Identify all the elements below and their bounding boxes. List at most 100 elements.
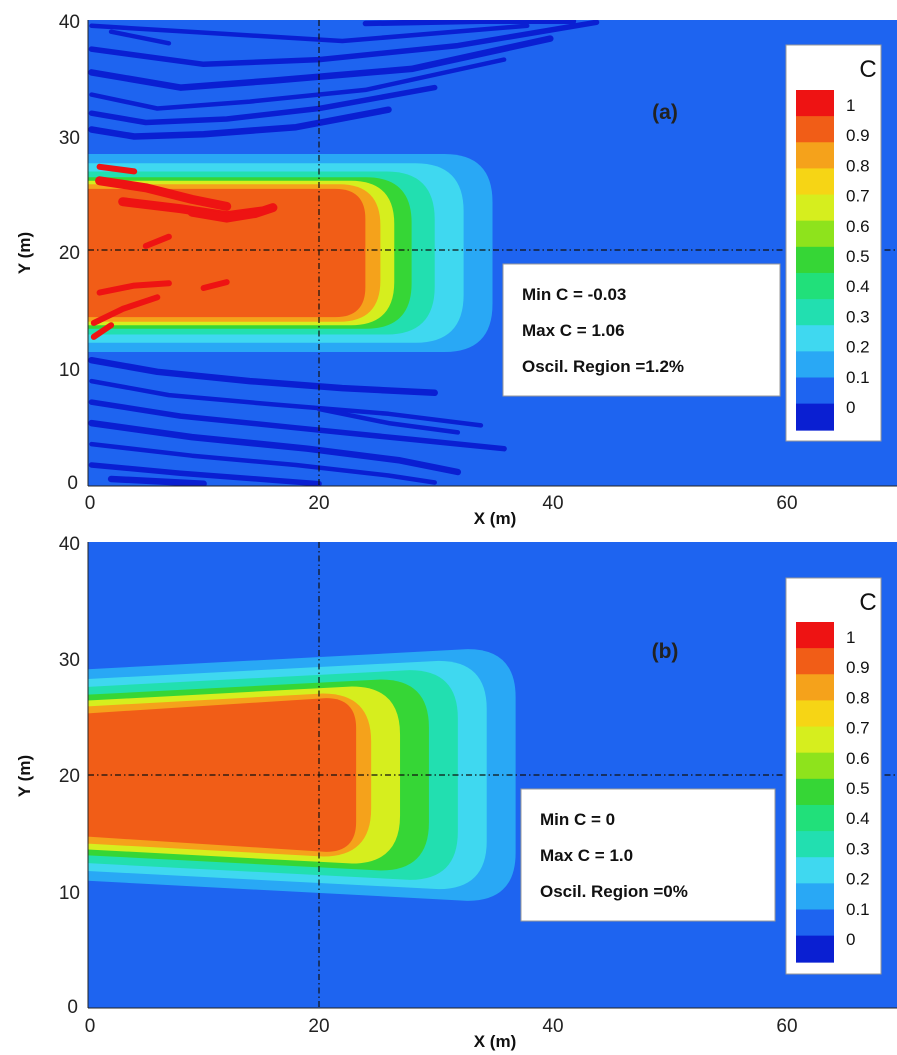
- stat-max-b: Max C = 1.0: [540, 846, 633, 865]
- colorbar-tick-label: 0.7: [846, 719, 870, 738]
- colorbar-tick-label: 0.5: [846, 779, 870, 798]
- colorbar-swatch: [796, 674, 834, 702]
- oscillation-streak: [89, 23, 530, 44]
- y-tick-label-a-30: 30: [59, 128, 80, 149]
- x-tick-label-a-40: 40: [542, 493, 563, 514]
- colorbar-swatch: [796, 272, 834, 300]
- colorbar-swatch: [796, 246, 834, 274]
- y-tick-label-a-40: 40: [59, 12, 80, 33]
- stats-box-b: Min C = 0 Max C = 1.0 Oscil. Region =0%: [520, 788, 776, 922]
- colorbar-swatch: [796, 194, 834, 222]
- max-streak: [95, 176, 232, 211]
- colorbar-tick-label: 1: [846, 628, 855, 647]
- x-tick-label-a-20: 20: [308, 493, 329, 514]
- y-tick-label-a-10: 10: [59, 360, 80, 381]
- oscillation-streak: [107, 475, 207, 486]
- colorbar-swatch: [796, 142, 834, 170]
- oscillation-streak: [316, 406, 461, 435]
- max-streak: [200, 279, 230, 291]
- colorbar-swatch: [796, 778, 834, 806]
- y-tick-label-b-20: 20: [59, 766, 80, 787]
- panel-b: 40 30 20 10 0 0 20 40 60 X (m) Y (m) (b)…: [15, 534, 897, 1051]
- stat-min-b: Min C = 0: [540, 810, 615, 829]
- colorbar-swatch: [796, 883, 834, 911]
- colorbar-tick-label: 0.5: [846, 247, 870, 266]
- max-streak: [90, 294, 161, 326]
- oscillation-streak: [88, 462, 322, 486]
- colorbar-tick-label: 1: [846, 96, 855, 115]
- colorbar-tick-label: 0.2: [846, 870, 870, 889]
- colorbar-title-b: C: [859, 589, 876, 616]
- oscillation-streak: [89, 378, 484, 428]
- colorbar-swatch: [796, 857, 834, 885]
- colorbar-tick-label: 0.1: [846, 900, 870, 919]
- colorbar-tick-label: 0.1: [846, 368, 870, 387]
- oscillation-streak: [88, 419, 462, 476]
- oscillation-streak: [88, 106, 392, 140]
- y-tick-label-a-0: 0: [67, 473, 78, 494]
- max-streak: [142, 233, 172, 249]
- y-axis-label-a: Y (m): [15, 232, 34, 274]
- colorbar-swatch: [796, 403, 834, 431]
- contour-band-1-0: [88, 698, 357, 852]
- oscillation-streak: [88, 399, 507, 452]
- x-tick-label-b-60: 60: [776, 1016, 797, 1037]
- max-streaks-a: [90, 163, 278, 340]
- x-tick-label-a-0: 0: [85, 493, 96, 514]
- colorbar-tick-label: 0.3: [846, 307, 870, 326]
- x-tick-label-b-40: 40: [542, 1016, 563, 1037]
- colorbar-title-a: C: [859, 56, 876, 83]
- colorbar-swatch: [796, 752, 834, 780]
- colorbar-swatches-b: 1 0.9 0.8 0.7 0.6 0.5 0.4 0.3 0.2 0.1 0: [796, 622, 870, 963]
- oscillation-streak: [88, 84, 438, 126]
- oscillation-streak: [362, 20, 577, 27]
- colorbar-tick-label: 0.9: [846, 126, 870, 145]
- colorbar-tick-label: 0: [846, 930, 855, 949]
- panel-label-b: (b): [652, 640, 679, 663]
- colorbar-swatch: [796, 325, 834, 353]
- colorbar-tick-label: 0.7: [846, 187, 870, 206]
- y-tick-label-b-10: 10: [59, 883, 80, 904]
- x-tick-label-a-60: 60: [776, 493, 797, 514]
- colorbar-swatch: [796, 831, 834, 859]
- colorbar-tick-label: 0.6: [846, 217, 870, 236]
- colorbar-tick-label: 0.6: [846, 749, 870, 768]
- oscillation-bands-a: [88, 20, 600, 486]
- colorbar-swatch: [796, 299, 834, 327]
- panel-label-a: (a): [652, 101, 678, 124]
- colorbar-b: C 1 0.9 0.8 0.7 0.6 0.5 0.4 0.3 0.2 0.1 0: [785, 577, 882, 975]
- oscillation-streak: [88, 356, 438, 397]
- oscillation-streak: [89, 57, 507, 111]
- colorbar-swatch: [796, 622, 834, 649]
- y-tick-label-b-40: 40: [59, 534, 80, 555]
- y-tick-label-b-30: 30: [59, 650, 80, 671]
- x-axis-label-b: X (m): [474, 1032, 517, 1051]
- y-axis-label-b: Y (m): [15, 755, 34, 797]
- colorbar-tick-label: 0.8: [846, 156, 870, 175]
- colorbar-swatch: [796, 116, 834, 144]
- panel-a: 40 30 20 10 0 0 20 40 60 X (m) Y (m) (a)…: [15, 12, 897, 528]
- x-tick-label-b-0: 0: [85, 1016, 96, 1037]
- colorbar-swatch: [796, 700, 834, 728]
- stats-box-a: Min C = -0.03 Max C = 1.06 Oscil. Region…: [502, 263, 781, 397]
- colorbar-swatch: [796, 377, 834, 405]
- max-streak: [96, 163, 138, 175]
- colorbar-tick-label: 0: [846, 398, 855, 417]
- colorbar-swatch: [796, 168, 834, 196]
- colorbar-swatch: [796, 90, 834, 117]
- stat-oscil-a: Oscil. Region =1.2%: [522, 357, 684, 376]
- x-tick-label-b-20: 20: [308, 1016, 329, 1037]
- stat-min-a: Min C = -0.03: [522, 285, 626, 304]
- max-streak: [187, 203, 278, 223]
- colorbar-tick-label: 0.8: [846, 688, 870, 707]
- colorbar-swatch: [796, 726, 834, 754]
- colorbar-swatches-a: 1 0.9 0.8 0.7 0.6 0.5 0.4 0.3 0.2 0.1 0: [796, 90, 870, 431]
- colorbar-swatch: [796, 935, 834, 963]
- colorbar-swatch: [796, 220, 834, 248]
- oscillation-streak: [108, 29, 172, 46]
- colorbar-tick-label: 0.9: [846, 658, 870, 677]
- colorbar-tick-label: 0.4: [846, 277, 870, 296]
- y-tick-label-b-0: 0: [67, 997, 78, 1018]
- colorbar-swatch: [796, 804, 834, 832]
